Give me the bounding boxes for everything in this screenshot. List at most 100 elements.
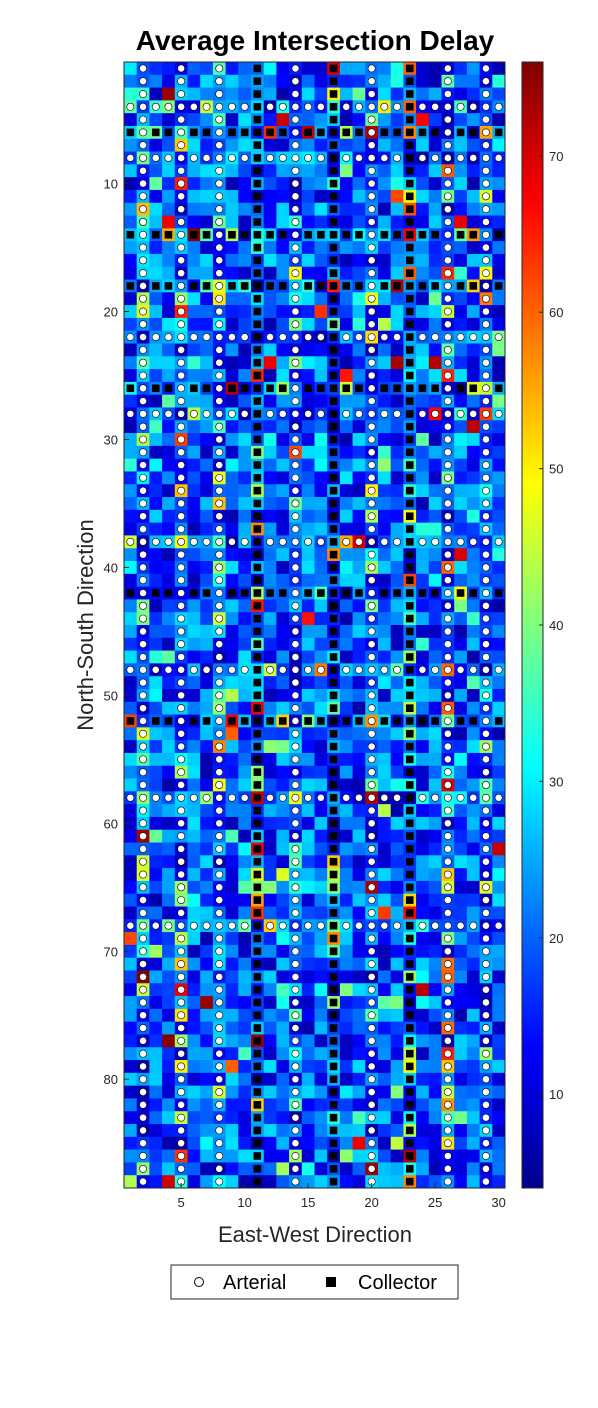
heatmap-cell bbox=[149, 868, 163, 882]
collector-marker bbox=[253, 857, 262, 866]
arterial-marker bbox=[367, 972, 376, 981]
heatmap-cell bbox=[225, 317, 239, 332]
heatmap-cell bbox=[416, 113, 430, 127]
heatmap-cell bbox=[428, 612, 442, 626]
heatmap-cell bbox=[492, 74, 506, 88]
arterial-marker bbox=[215, 1113, 224, 1122]
arterial-marker bbox=[177, 819, 186, 828]
collector-marker bbox=[278, 128, 287, 137]
collector-marker bbox=[329, 435, 338, 444]
arterial-marker bbox=[367, 934, 376, 943]
heatmap-cell bbox=[339, 113, 353, 127]
arterial-marker bbox=[482, 665, 490, 674]
heatmap-cell bbox=[187, 932, 201, 946]
arterial-marker bbox=[291, 448, 300, 457]
arterial-marker bbox=[202, 102, 211, 111]
heatmap-cell bbox=[492, 944, 506, 959]
collector-marker bbox=[405, 448, 414, 457]
heatmap-cell bbox=[416, 637, 430, 651]
collector-marker bbox=[304, 717, 312, 725]
x-tick-label: 15 bbox=[301, 1195, 315, 1210]
heatmap-cell bbox=[187, 548, 201, 562]
arterial-marker bbox=[443, 154, 452, 162]
arterial-marker bbox=[177, 806, 186, 815]
heatmap-cell bbox=[124, 433, 138, 447]
heatmap-cell bbox=[124, 509, 138, 523]
arterial-marker bbox=[443, 102, 452, 111]
heatmap-cell bbox=[225, 829, 239, 843]
arterial-marker bbox=[139, 371, 147, 380]
arterial-marker bbox=[139, 320, 147, 329]
heatmap-cell bbox=[339, 343, 353, 357]
arterial-marker bbox=[367, 294, 376, 303]
collector-marker bbox=[329, 1152, 338, 1160]
heatmap-cell bbox=[339, 1085, 353, 1099]
heatmap-cell bbox=[314, 1072, 328, 1086]
heatmap-cell bbox=[149, 189, 163, 204]
heatmap-cell bbox=[352, 855, 366, 869]
heatmap-cell bbox=[225, 74, 239, 88]
heatmap-cell bbox=[149, 855, 163, 869]
arterial-marker bbox=[316, 921, 325, 930]
heatmap-cell bbox=[200, 497, 214, 511]
heatmap-cell bbox=[187, 1149, 201, 1163]
collector-marker bbox=[329, 806, 338, 815]
heatmap-cell bbox=[225, 561, 239, 575]
collector-marker bbox=[329, 90, 338, 98]
heatmap-cell bbox=[466, 880, 480, 895]
heatmap-cell bbox=[238, 317, 252, 332]
collector-marker bbox=[164, 589, 173, 597]
heatmap-cell bbox=[187, 317, 201, 332]
arterial-marker bbox=[139, 640, 147, 649]
heatmap-cell bbox=[301, 164, 315, 178]
heatmap-cell bbox=[454, 305, 468, 319]
arterial-marker bbox=[482, 422, 490, 431]
heatmap-cell bbox=[187, 599, 201, 613]
collector-marker bbox=[393, 589, 401, 597]
heatmap-cell bbox=[416, 138, 430, 152]
collector-marker bbox=[253, 985, 262, 994]
heatmap-cell bbox=[416, 1098, 430, 1112]
heatmap-cell bbox=[149, 433, 163, 447]
heatmap-cell bbox=[378, 893, 392, 907]
heatmap-cell bbox=[314, 1008, 328, 1023]
arterial-marker bbox=[139, 781, 147, 789]
heatmap-cell bbox=[301, 778, 315, 792]
heatmap-cell bbox=[454, 932, 468, 946]
heatmap-cell bbox=[339, 215, 353, 229]
heatmap-cell bbox=[124, 740, 138, 754]
arterial-marker bbox=[482, 1152, 490, 1160]
heatmap-cell bbox=[466, 1060, 480, 1074]
arterial-marker bbox=[177, 857, 186, 866]
arterial-marker bbox=[291, 371, 300, 380]
heatmap-cell bbox=[301, 1175, 315, 1189]
heatmap-cell bbox=[162, 445, 176, 460]
heatmap-cell bbox=[416, 880, 430, 895]
collector-marker bbox=[405, 422, 414, 431]
heatmap-cell bbox=[162, 215, 176, 229]
collector-marker bbox=[253, 602, 262, 610]
arterial-marker bbox=[355, 102, 363, 111]
collector-marker bbox=[228, 128, 236, 137]
heatmap-cell bbox=[466, 829, 480, 843]
collector-marker bbox=[405, 1165, 414, 1173]
arterial-marker bbox=[443, 230, 452, 239]
heatmap-cell bbox=[416, 868, 430, 882]
arterial-marker bbox=[482, 601, 490, 610]
collector-marker bbox=[253, 1024, 262, 1032]
arterial-marker bbox=[380, 665, 389, 674]
heatmap-cell bbox=[225, 599, 239, 613]
heatmap-cell bbox=[162, 829, 176, 843]
heatmap-cell bbox=[149, 944, 163, 959]
collector-marker bbox=[329, 410, 338, 418]
heatmap-cell bbox=[263, 113, 277, 127]
arterial-marker bbox=[367, 422, 376, 431]
heatmap-cell bbox=[187, 868, 201, 882]
heatmap-cell bbox=[352, 241, 366, 255]
arterial-marker bbox=[240, 793, 249, 802]
heatmap-cell bbox=[352, 420, 366, 434]
arterial-marker bbox=[266, 409, 274, 418]
arterial-marker bbox=[278, 537, 287, 546]
collector-marker bbox=[253, 793, 262, 802]
arterial-marker bbox=[240, 154, 249, 162]
